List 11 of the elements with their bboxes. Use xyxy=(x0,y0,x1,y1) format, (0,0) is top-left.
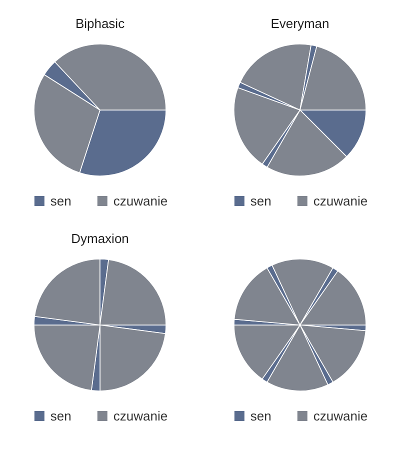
legend-label: sen xyxy=(50,194,72,208)
legend-label: czuwanie xyxy=(113,194,168,208)
legend-label: czuwanie xyxy=(313,194,368,208)
legend-label: czuwanie xyxy=(113,408,168,424)
chart-title: Dymaxion xyxy=(71,231,129,246)
legend-label: czuwanie xyxy=(313,408,368,424)
legend-label: sen xyxy=(50,408,72,424)
chart-title: Everyman xyxy=(270,16,330,31)
chart-title: Biphasic xyxy=(75,16,126,31)
legend-label: sen xyxy=(250,408,272,424)
legend-label: sen xyxy=(250,194,272,208)
